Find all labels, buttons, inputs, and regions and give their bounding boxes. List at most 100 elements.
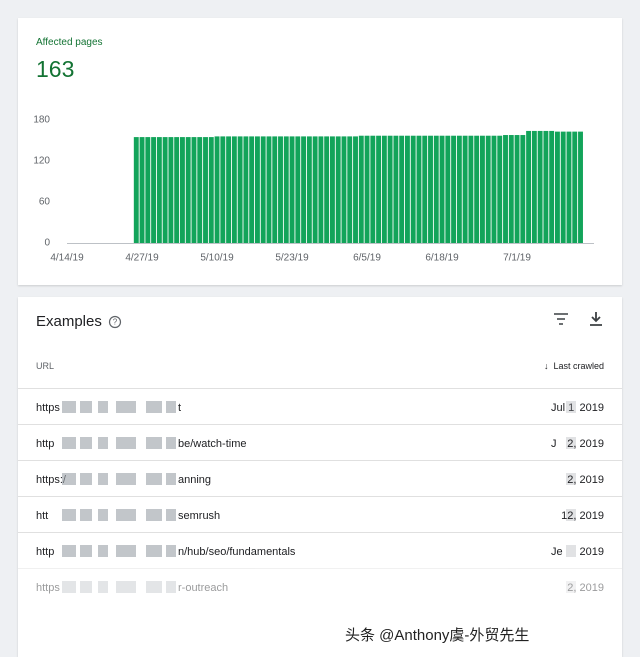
date-start: Jul 1	[551, 402, 575, 414]
bar	[197, 137, 203, 243]
bar	[543, 130, 549, 243]
y-tick-label: 180	[33, 115, 50, 126]
bar	[578, 131, 583, 243]
bar	[278, 136, 283, 243]
bar	[226, 136, 232, 243]
bar	[312, 136, 318, 243]
x-tick-label: 4/14/19	[50, 253, 84, 264]
table-row[interactable]: http be/watch-time J 2, 2019	[18, 424, 622, 461]
column-header-text: Last crawled	[553, 361, 604, 371]
y-tick-label: 120	[33, 156, 50, 167]
redaction	[166, 401, 176, 413]
bar	[526, 130, 532, 243]
bar	[503, 135, 508, 243]
redaction	[566, 473, 576, 485]
bar	[514, 135, 520, 243]
url-end: n/hub/seo/fundamentals	[178, 546, 296, 558]
bar	[329, 136, 335, 243]
x-tick-label: 6/5/19	[353, 253, 381, 264]
bar	[168, 137, 174, 243]
y-tick-label: 60	[39, 197, 51, 208]
bar	[428, 135, 433, 243]
bar	[462, 135, 468, 243]
bar	[151, 137, 157, 243]
bar	[491, 135, 497, 243]
table-row[interactable]: htt semrush 12, 2019	[18, 496, 622, 533]
examples-title: Examples	[36, 313, 102, 330]
bar	[335, 136, 341, 243]
date-start: J	[551, 438, 557, 450]
bar	[214, 136, 220, 243]
bar	[416, 135, 422, 243]
examples-card: Examples ? URL ↓ Last crawled https t Jul …	[18, 297, 622, 657]
table-row[interactable]: https t Jul 1 2019	[18, 388, 622, 425]
bar	[508, 135, 514, 243]
column-header[interactable]: ↓ Last crawled	[543, 361, 604, 371]
url-start: http	[36, 438, 55, 450]
date-end: 12, 2019	[561, 510, 604, 522]
url-start: https	[36, 402, 60, 414]
redaction	[566, 437, 576, 449]
svg-text:?: ?	[113, 318, 118, 327]
url-start: https:/	[36, 474, 66, 486]
table-row[interactable]: https r-outreach 2, 2019	[18, 568, 622, 605]
redaction	[116, 581, 136, 593]
bar	[133, 137, 139, 243]
redaction	[62, 545, 76, 557]
redaction	[166, 509, 176, 521]
bar	[410, 135, 416, 243]
bar	[520, 135, 526, 243]
url-end: r-outreach	[178, 582, 229, 594]
redaction	[80, 437, 92, 449]
bar	[254, 136, 260, 243]
table-row[interactable]: https:/ anning 2, 2019	[18, 460, 622, 497]
bar	[139, 137, 145, 243]
redaction	[62, 509, 76, 521]
redaction	[146, 473, 162, 485]
bar	[318, 136, 324, 243]
filter-icon[interactable]	[553, 312, 569, 326]
url-end: semrush	[178, 510, 221, 522]
bar	[145, 137, 151, 243]
bar	[554, 131, 560, 243]
bar	[404, 135, 410, 243]
y-tick-label: 0	[44, 238, 50, 249]
bar	[249, 136, 255, 243]
redaction	[146, 401, 162, 413]
bar	[231, 136, 237, 243]
bar	[479, 135, 485, 243]
bar	[266, 136, 272, 243]
help-icon[interactable]: ?	[108, 315, 122, 329]
date-end: 2, 2019	[567, 582, 604, 594]
bar	[387, 135, 393, 243]
redaction	[98, 437, 108, 449]
bar	[358, 135, 364, 243]
bar	[306, 136, 312, 243]
url-start: https	[36, 582, 60, 594]
download-icon[interactable]	[589, 311, 603, 327]
summary-label: Affected pages	[36, 37, 103, 48]
bar	[451, 135, 457, 243]
table-row[interactable]: http n/hub/seo/fundamentals Je 2019	[18, 532, 622, 569]
bar	[347, 136, 353, 243]
x-tick-label: 4/27/19	[125, 253, 159, 264]
bar	[485, 135, 491, 243]
redaction	[116, 437, 136, 449]
redaction	[62, 581, 76, 593]
redaction	[98, 401, 108, 413]
redaction	[98, 473, 108, 485]
bar	[174, 137, 180, 243]
redaction	[98, 545, 108, 557]
bar	[162, 137, 168, 243]
redaction	[80, 473, 92, 485]
redaction	[146, 437, 162, 449]
bar	[208, 137, 214, 243]
redaction	[166, 473, 176, 485]
redaction	[80, 401, 92, 413]
bar	[220, 136, 226, 243]
date-end: 2, 2019	[567, 438, 604, 450]
bar	[566, 131, 572, 243]
bar	[422, 135, 428, 243]
date-end: 2, 2019	[567, 474, 604, 486]
bar	[341, 136, 347, 243]
